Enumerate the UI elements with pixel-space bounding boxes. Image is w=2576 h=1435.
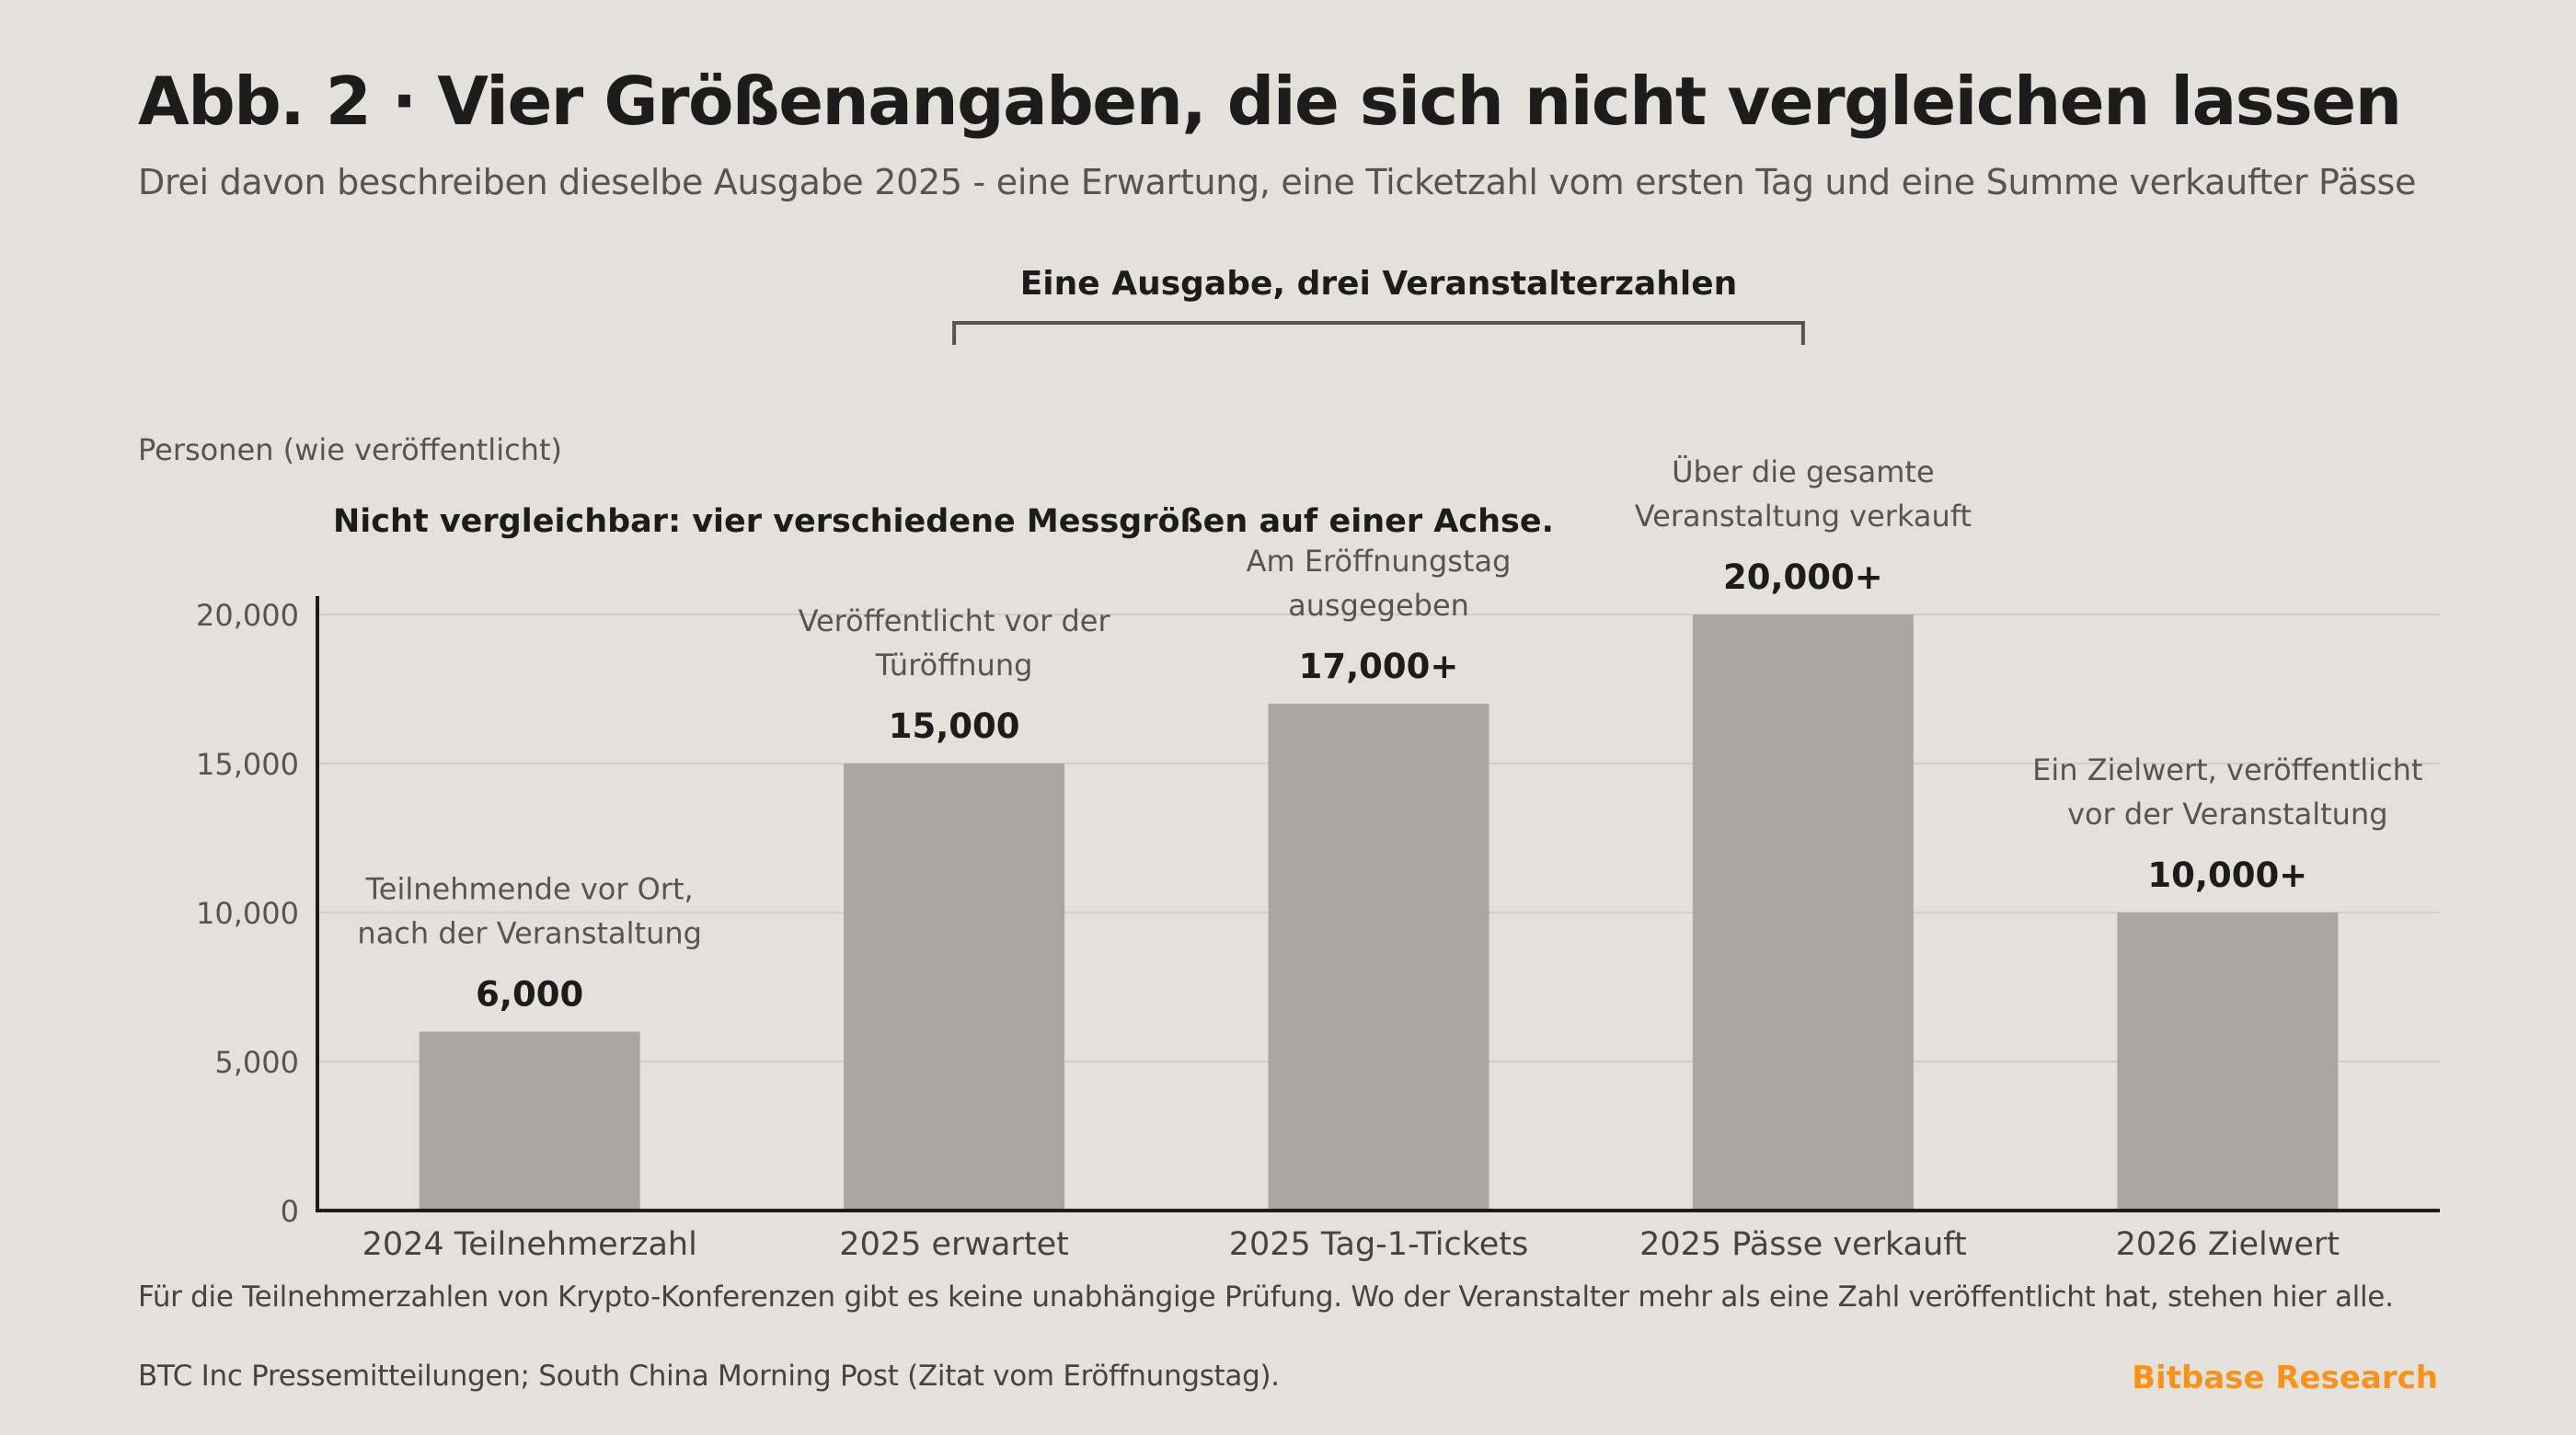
- labels: 6,000 Teilnehmende vor Ort, nach der Veran…: [333, 265, 2422, 1015]
- y-tick-label: 0: [281, 1194, 299, 1229]
- y-tick-label: 5,000: [214, 1045, 299, 1080]
- bar-note: nach der Veranstaltung: [357, 916, 702, 951]
- axes: 0 5,000 10,000 15,000 20,000 Personen (wie ve…: [138, 432, 2440, 1263]
- chart-subtitle: Drei davon beschreiben dieselbe Ausgabe …: [138, 162, 2417, 202]
- chart-title: Abb. 2 · Vier Größenangaben, die sich ni…: [138, 63, 2402, 140]
- bar: [1692, 614, 1914, 1211]
- bar: [2117, 913, 2339, 1211]
- bracket: [952, 321, 1805, 345]
- bar-note: Veranstaltung verkauft: [1635, 499, 1972, 534]
- y-tick-label: 15,000: [196, 747, 299, 782]
- brand-logo-text: Bitbase Research: [2132, 1360, 2438, 1396]
- x-tick-label: 2026 Zielwert: [2116, 1226, 2340, 1263]
- bar-note: Über die gesamte: [1672, 454, 1935, 489]
- bar: [1268, 704, 1489, 1211]
- x-tick-label: 2025 erwartet: [839, 1226, 1069, 1263]
- x-tick-label: 2024 Teilnehmerzahl: [362, 1226, 697, 1263]
- bracket-label: Eine Ausgabe, drei Veranstalterzahlen: [1020, 265, 1738, 303]
- bar: [844, 763, 1065, 1211]
- bar-value-label: 6,000: [476, 975, 583, 1015]
- bar-note: Türöffnung: [875, 648, 1033, 683]
- bar-note: ausgegeben: [1288, 588, 1469, 623]
- y-tick-label: 20,000: [196, 598, 299, 633]
- bar-note: Teilnehmende vor Ort,: [365, 872, 694, 907]
- footnote: Für die Teilnehmerzahlen von Krypto-Konf…: [138, 1280, 2394, 1314]
- y-tick-label: 10,000: [196, 896, 299, 931]
- bars: [419, 614, 2339, 1211]
- bar-value-label: 20,000+: [1723, 557, 1883, 597]
- x-tick-label: 2025 Pässe verkauft: [1639, 1226, 1967, 1263]
- bar: [419, 1031, 640, 1211]
- bar-note: Ein Zielwert, veröffentlicht: [2032, 752, 2422, 787]
- warning-annotation: Nicht vergleichbar: vier verschiedene Me…: [333, 503, 1554, 540]
- source-note: BTC Inc Pressemitteilungen; South China …: [138, 1360, 1280, 1393]
- bar-value-label: 17,000+: [1299, 647, 1459, 686]
- bar-note: vor der Veranstaltung: [2067, 797, 2387, 832]
- x-tick-label: 2025 Tag-1-Tickets: [1229, 1226, 1529, 1263]
- bar-value-label: 15,000: [889, 706, 1020, 746]
- bar-note: Veröffentlicht vor der: [799, 603, 1111, 638]
- y-axis-label: Personen (wie veröffentlicht): [138, 432, 562, 467]
- bar-value-label: 10,000+: [2147, 855, 2307, 895]
- bar-note: Am Eröffnungstag: [1247, 544, 1512, 579]
